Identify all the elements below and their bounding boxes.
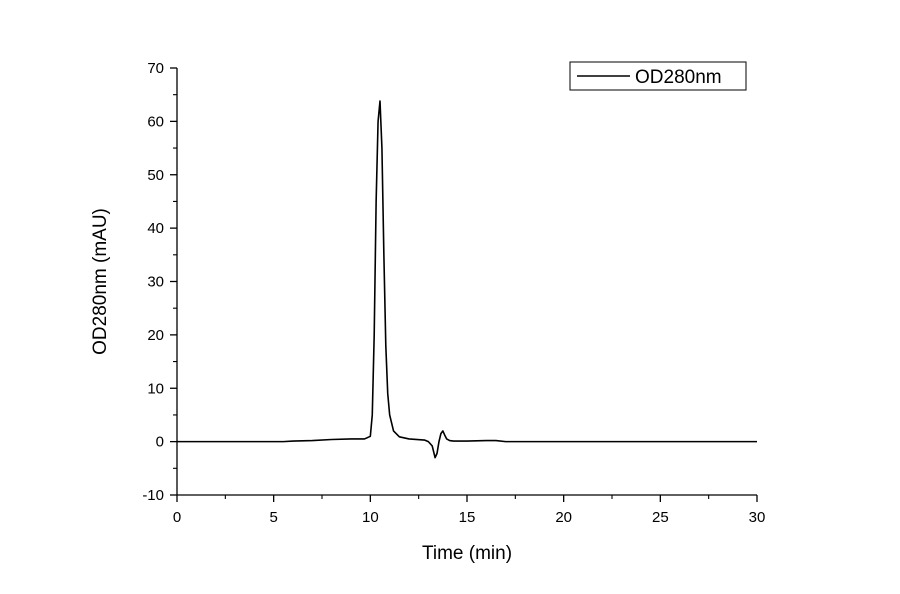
y-tick-label: -10: [142, 487, 164, 504]
y-axis-ticks: -10 0 10 20 30 40 50 60 70: [142, 60, 177, 504]
legend: OD280nm: [569, 61, 747, 91]
y-tick-label: 0: [156, 434, 164, 451]
legend-label: OD280nm: [635, 67, 722, 88]
x-tick-label: 20: [555, 509, 572, 526]
y-tick-label: 10: [147, 380, 164, 397]
x-axis-ticks: 0 5 10 15 20 25 30: [173, 495, 766, 526]
y-tick-label: 70: [147, 60, 164, 77]
x-tick-label: 25: [652, 509, 669, 526]
x-tick-label: 30: [749, 509, 766, 526]
x-tick-label: 5: [269, 509, 277, 526]
x-tick-label: 10: [362, 509, 379, 526]
y-tick-label: 60: [147, 113, 164, 130]
y-tick-label: 30: [147, 274, 164, 291]
y-tick-label: 50: [147, 167, 164, 184]
y-tick-label: 40: [147, 220, 164, 237]
series-line-od280nm: [177, 100, 757, 459]
x-tick-label: 0: [173, 509, 181, 526]
y-tick-label: 20: [147, 327, 164, 344]
x-tick-label: 15: [459, 509, 476, 526]
y-axis-title: OD280nm (mAU): [90, 208, 111, 355]
x-axis-title: Time (min): [422, 543, 512, 564]
series-layer: [177, 100, 757, 459]
axes: [176, 68, 757, 496]
